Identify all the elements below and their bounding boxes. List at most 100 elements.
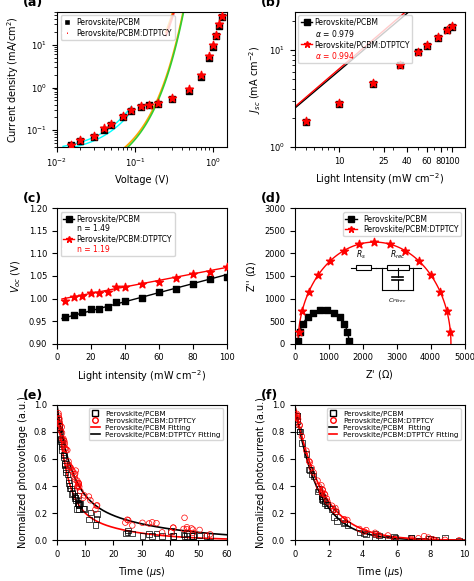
Point <box>85 492 93 501</box>
Y-axis label: Z'' ($\Omega$): Z'' ($\Omega$) <box>245 260 258 292</box>
Text: (c): (c) <box>23 192 42 206</box>
Point <box>61 444 68 453</box>
Point <box>57 436 64 446</box>
Point <box>73 504 81 514</box>
Point <box>76 486 84 496</box>
Point <box>62 312 69 321</box>
Point <box>391 532 398 541</box>
Point <box>341 518 348 527</box>
Point <box>360 527 368 536</box>
X-axis label: Light Intensity (mW cm$^{-2}$): Light Intensity (mW cm$^{-2}$) <box>315 171 444 187</box>
Y-axis label: $V_{oc}$ (V): $V_{oc}$ (V) <box>9 259 23 293</box>
Point <box>298 306 306 315</box>
Point <box>429 535 437 544</box>
Point <box>55 411 63 420</box>
X-axis label: Light intensity (mW cm$^{-2}$): Light intensity (mW cm$^{-2}$) <box>77 368 206 384</box>
Point <box>215 20 223 29</box>
Text: (e): (e) <box>23 389 43 402</box>
Point <box>293 411 301 420</box>
Point <box>324 500 331 510</box>
Point <box>363 525 370 535</box>
Point <box>206 53 213 62</box>
Point <box>330 505 338 515</box>
Legend: Perovskite/PCBM, Perovskite/PCBM:DTPTCY: Perovskite/PCBM, Perovskite/PCBM:DTPTCY <box>343 212 461 236</box>
Y-axis label: Normalized photovoltage (a.u.): Normalized photovoltage (a.u.) <box>18 397 28 548</box>
Y-axis label: $J_{sc}$ (mA cm$^{-2}$): $J_{sc}$ (mA cm$^{-2}$) <box>247 45 264 114</box>
Point <box>310 308 317 317</box>
Point <box>293 415 301 424</box>
Point <box>91 505 99 514</box>
Point <box>391 535 398 544</box>
Point <box>302 446 310 456</box>
Point <box>68 489 76 498</box>
Point <box>58 439 65 448</box>
Point <box>66 480 73 490</box>
Point <box>138 279 146 288</box>
Point <box>60 434 67 443</box>
Point <box>372 530 379 539</box>
Point <box>293 413 301 422</box>
Point <box>93 510 101 519</box>
Point <box>58 434 66 443</box>
Point <box>441 535 449 544</box>
Point <box>308 469 316 479</box>
Point <box>332 507 339 516</box>
Point <box>209 42 217 52</box>
Point <box>315 482 323 491</box>
Point <box>189 532 197 541</box>
Point <box>71 486 78 496</box>
Point <box>296 427 303 436</box>
X-axis label: Voltage (V): Voltage (V) <box>115 175 169 185</box>
Point <box>397 60 404 69</box>
Point <box>63 465 70 474</box>
Point <box>420 532 428 541</box>
Point <box>180 524 187 533</box>
Point <box>74 500 82 510</box>
Point <box>427 535 434 544</box>
Point <box>386 239 394 249</box>
Point <box>60 453 67 462</box>
Point <box>148 518 156 527</box>
Point <box>432 535 439 544</box>
Point <box>91 131 98 140</box>
Point <box>183 528 191 537</box>
Point <box>356 528 363 537</box>
Point <box>81 504 88 514</box>
Point <box>302 449 310 458</box>
Point <box>360 529 368 538</box>
Point <box>456 536 463 545</box>
Point <box>65 460 73 469</box>
Point <box>67 141 74 150</box>
Point <box>447 327 454 336</box>
Point <box>56 419 64 429</box>
Point <box>206 530 214 539</box>
Point <box>183 532 191 541</box>
Point <box>167 528 175 537</box>
Point <box>296 328 303 337</box>
Point <box>128 106 135 115</box>
Point <box>344 515 351 525</box>
Point <box>137 102 145 112</box>
X-axis label: Time ($\mu$s): Time ($\mu$s) <box>118 565 165 579</box>
Point <box>138 293 146 303</box>
Point <box>183 523 191 532</box>
Point <box>189 525 197 535</box>
Point <box>81 491 88 500</box>
Point <box>305 465 313 474</box>
Point <box>96 304 103 314</box>
Point <box>100 125 108 135</box>
Text: (d): (d) <box>261 192 282 206</box>
Point <box>155 288 163 297</box>
Point <box>294 336 302 346</box>
Point <box>318 492 325 501</box>
Point <box>72 466 80 475</box>
Point <box>321 499 329 508</box>
Point <box>139 518 146 528</box>
Point <box>139 532 146 541</box>
Point <box>304 313 311 322</box>
Point <box>155 99 162 108</box>
Point <box>206 532 214 541</box>
Point <box>197 70 205 80</box>
Point <box>56 421 64 431</box>
Point <box>415 256 423 266</box>
